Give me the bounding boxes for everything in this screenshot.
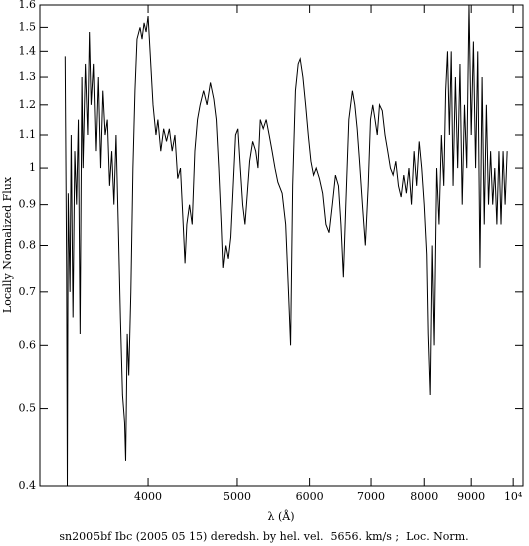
y-tick-label: 1 bbox=[29, 161, 36, 174]
x-tick-label: 5000 bbox=[223, 490, 251, 503]
x-axis-label: λ (Å) bbox=[268, 509, 295, 523]
y-tick-label: 0.9 bbox=[19, 198, 37, 211]
y-tick-label: 1.2 bbox=[19, 98, 37, 111]
x-tick-label: 7000 bbox=[357, 490, 385, 503]
y-tick-label: 1.1 bbox=[19, 128, 37, 141]
y-axis-label: Locally Normalized Flux bbox=[1, 176, 14, 313]
y-tick-label: 0.8 bbox=[19, 239, 37, 252]
spectrum-line bbox=[64, 4, 508, 487]
y-tick-label: 1.6 bbox=[19, 0, 37, 11]
caption: sn2005bf Ibc (2005 05 15) deredsh. by he… bbox=[59, 530, 468, 543]
x-tick-label: 10⁴ bbox=[504, 490, 523, 503]
y-tick-label: 0.4 bbox=[19, 479, 37, 492]
y-tick-label: 1.4 bbox=[19, 44, 37, 57]
y-tick-label: 0.7 bbox=[19, 285, 37, 298]
y-tick-label: 1.5 bbox=[19, 20, 37, 33]
y-tick-label: 0.6 bbox=[19, 338, 37, 351]
x-tick-label: 6000 bbox=[296, 490, 324, 503]
x-tick-label: 8000 bbox=[410, 490, 438, 503]
x-tick-label: 9000 bbox=[457, 490, 485, 503]
y-tick-label: 1.3 bbox=[19, 70, 37, 83]
x-tick-label: 4000 bbox=[134, 490, 162, 503]
y-tick-label: 0.5 bbox=[19, 402, 37, 415]
